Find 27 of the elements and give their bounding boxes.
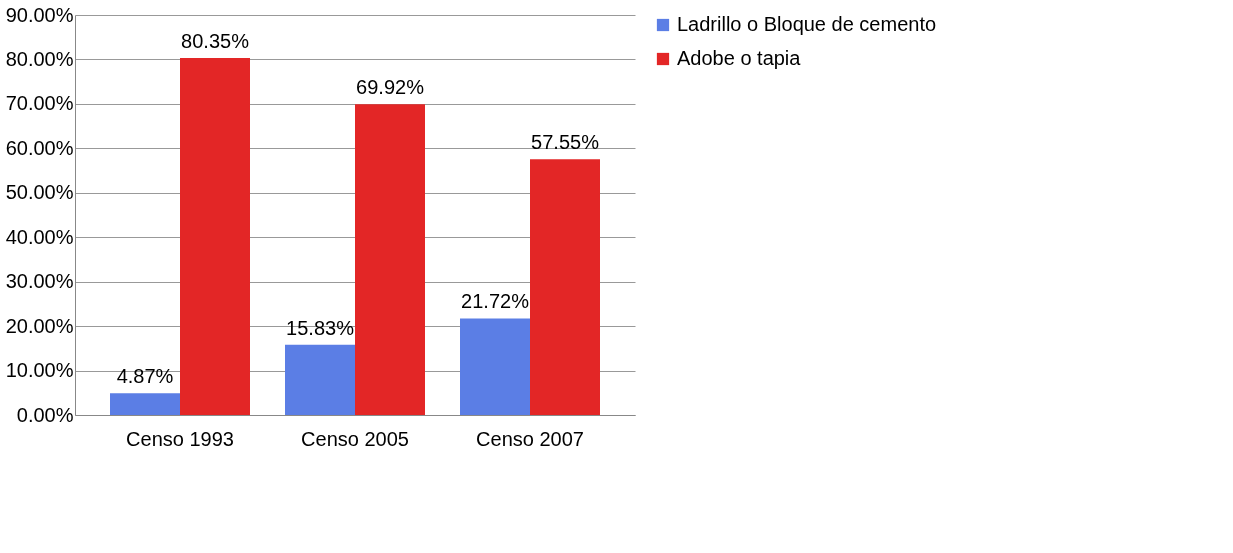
y-tick-label: 40.00% bbox=[5, 225, 74, 248]
y-tick-label: 20.00% bbox=[5, 314, 74, 337]
y-tick-label: 0.00% bbox=[16, 403, 74, 426]
bar bbox=[355, 104, 425, 415]
bar bbox=[180, 57, 250, 415]
data-label: 57.55% bbox=[531, 131, 600, 154]
data-label: 4.87% bbox=[116, 365, 174, 388]
y-tick-label: 90.00% bbox=[5, 3, 74, 26]
bar bbox=[285, 344, 355, 415]
y-tick-label: 60.00% bbox=[5, 136, 74, 159]
x-tick-label: Censo 1993 bbox=[126, 427, 234, 450]
y-tick-label: 80.00% bbox=[5, 47, 74, 70]
x-tick-label: Censo 2007 bbox=[476, 427, 584, 450]
x-tick-label: Censo 2005 bbox=[301, 427, 409, 450]
bar bbox=[460, 318, 530, 415]
legend-label: Adobe o tapia bbox=[677, 47, 802, 69]
y-tick-label: 70.00% bbox=[5, 92, 74, 115]
y-tick-label: 30.00% bbox=[5, 270, 74, 293]
data-label: 21.72% bbox=[461, 290, 530, 313]
y-tick-label: 10.00% bbox=[5, 359, 74, 382]
bar bbox=[110, 393, 180, 415]
bar bbox=[530, 159, 600, 415]
data-label: 69.92% bbox=[356, 76, 425, 99]
legend-label: Ladrillo o Bloque de cemento bbox=[677, 13, 937, 35]
data-label: 80.35% bbox=[181, 29, 250, 52]
data-label: 15.83% bbox=[286, 316, 355, 339]
y-tick-label: 50.00% bbox=[5, 181, 74, 204]
